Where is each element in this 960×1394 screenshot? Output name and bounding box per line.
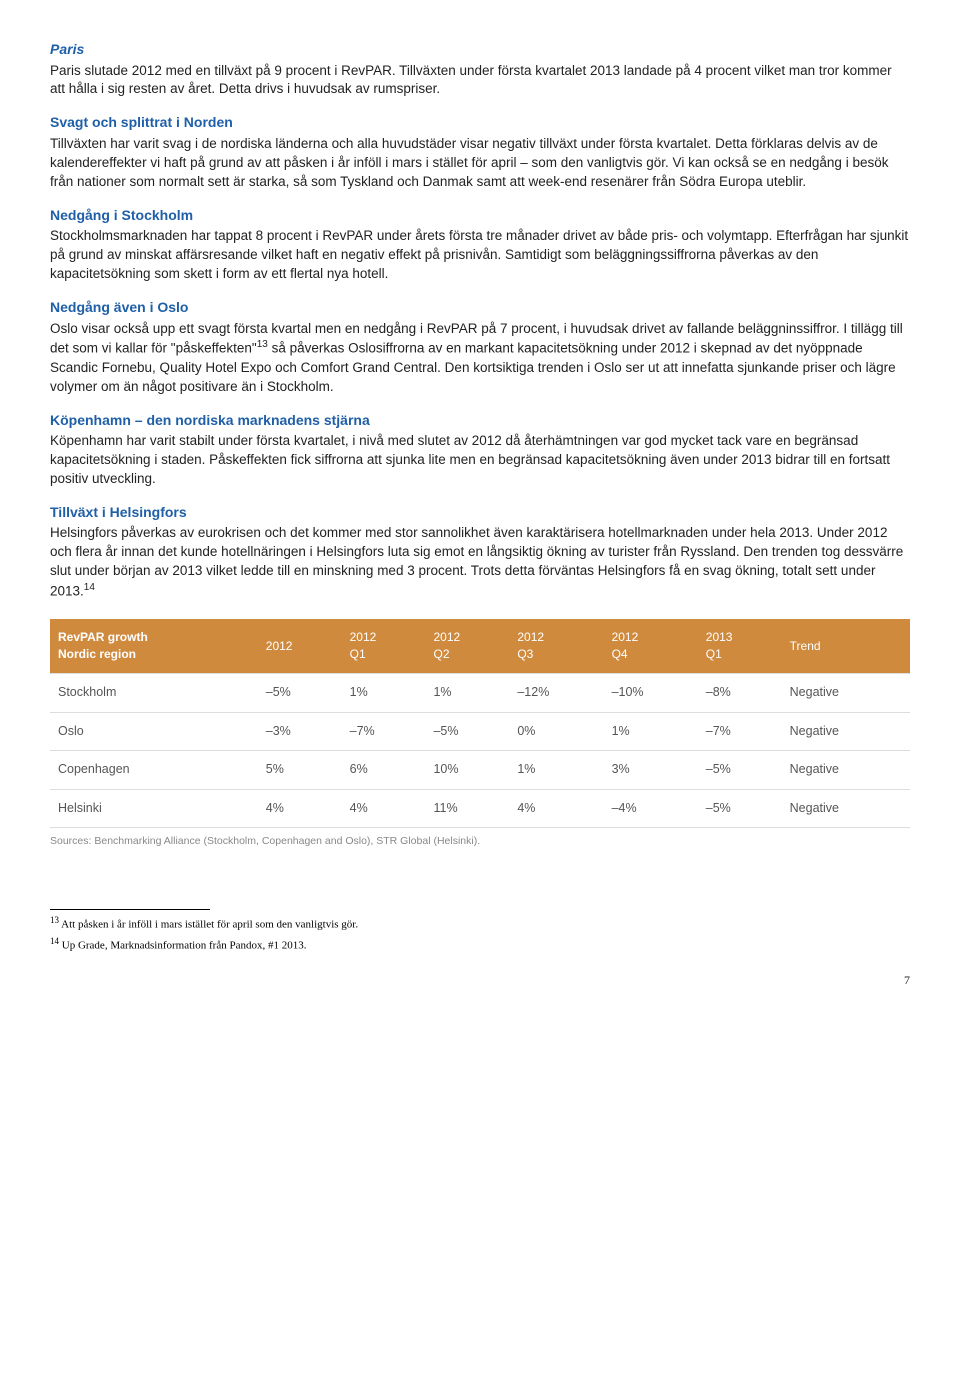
section-stockholm: Nedgång i StockholmStockholmsmarknaden h… bbox=[50, 206, 910, 284]
section-paragraph: Paris slutade 2012 med en tillväxt på 9 … bbox=[50, 62, 910, 100]
table-cell: Helsinki bbox=[50, 789, 258, 828]
table-cell: 4% bbox=[342, 789, 426, 828]
table-row: Copenhagen5%6%10%1%3%–5%Negative bbox=[50, 751, 910, 790]
table-col-header: 2012Q4 bbox=[604, 619, 698, 673]
table-cell: 6% bbox=[342, 751, 426, 790]
table-row: Helsinki4%4%11%4%–4%–5%Negative bbox=[50, 789, 910, 828]
table-cell: –3% bbox=[258, 712, 342, 751]
table-cell: 0% bbox=[509, 712, 603, 751]
table-cell: –10% bbox=[604, 674, 698, 713]
section-heading: Paris bbox=[50, 40, 910, 60]
table-body: Stockholm–5%1%1%–12%–10%–8%NegativeOslo–… bbox=[50, 674, 910, 828]
table-cell: 11% bbox=[425, 789, 509, 828]
section-heading: Köpenhamn – den nordiska marknadens stjä… bbox=[50, 411, 910, 431]
table-col-header: 2012Q3 bbox=[509, 619, 603, 673]
section-paragraph: Stockholmsmarknaden har tappat 8 procent… bbox=[50, 227, 910, 284]
section-heading: Nedgång i Stockholm bbox=[50, 206, 910, 226]
table-header-row: RevPAR growthNordic region20122012Q12012… bbox=[50, 619, 910, 673]
section-heading: Nedgång även i Oslo bbox=[50, 298, 910, 318]
table-cell: –5% bbox=[698, 751, 782, 790]
table-cell: 4% bbox=[258, 789, 342, 828]
section-oslo: Nedgång även i OsloOslo visar också upp … bbox=[50, 298, 910, 397]
section-paragraph: Oslo visar också upp ett svagt första kv… bbox=[50, 320, 910, 397]
table-cell: –5% bbox=[698, 789, 782, 828]
table-cell: Stockholm bbox=[50, 674, 258, 713]
table-cell: –5% bbox=[258, 674, 342, 713]
footnote: 13 Att påsken i år inföll i mars iställe… bbox=[50, 914, 910, 933]
section-norden: Svagt och splittrat i NordenTillväxten h… bbox=[50, 113, 910, 191]
section-heading: Svagt och splittrat i Norden bbox=[50, 113, 910, 133]
table-cell: 1% bbox=[342, 674, 426, 713]
section-helsingfors: Tillväxt i HelsingforsHelsingfors påverk… bbox=[50, 503, 910, 602]
table-col-header: 2012Q1 bbox=[342, 619, 426, 673]
table-cell: Oslo bbox=[50, 712, 258, 751]
table-cell: 3% bbox=[604, 751, 698, 790]
table-cell: 10% bbox=[425, 751, 509, 790]
section-paragraph: Helsingfors påverkas av eurokrisen och d… bbox=[50, 524, 910, 601]
section-paris: ParisParis slutade 2012 med en tillväxt … bbox=[50, 40, 910, 99]
table-col-header: 2012Q2 bbox=[425, 619, 509, 673]
revpar-table-wrap: RevPAR growthNordic region20122012Q12012… bbox=[50, 619, 910, 848]
table-cell: –4% bbox=[604, 789, 698, 828]
table-cell: –5% bbox=[425, 712, 509, 751]
table-row: Oslo–3%–7%–5%0%1%–7%Negative bbox=[50, 712, 910, 751]
table-col-header: 2012 bbox=[258, 619, 342, 673]
section-paragraph: Tillväxten har varit svag i de nordiska … bbox=[50, 135, 910, 192]
table-cell: 4% bbox=[509, 789, 603, 828]
footnote-separator bbox=[50, 909, 210, 910]
table-cell: Copenhagen bbox=[50, 751, 258, 790]
footnotes-block: 13 Att påsken i år inföll i mars iställe… bbox=[50, 914, 910, 954]
table-cell: –8% bbox=[698, 674, 782, 713]
table-cell: Negative bbox=[782, 789, 910, 828]
section-heading: Tillväxt i Helsingfors bbox=[50, 503, 910, 523]
table-col-header: RevPAR growthNordic region bbox=[50, 619, 258, 673]
table-cell: Negative bbox=[782, 751, 910, 790]
table-cell: –7% bbox=[342, 712, 426, 751]
table-cell: 5% bbox=[258, 751, 342, 790]
table-cell: 1% bbox=[509, 751, 603, 790]
table-cell: 1% bbox=[425, 674, 509, 713]
table-cell: Negative bbox=[782, 712, 910, 751]
page-number: 7 bbox=[50, 972, 910, 989]
table-cell: 1% bbox=[604, 712, 698, 751]
table-cell: –7% bbox=[698, 712, 782, 751]
section-paragraph: Köpenhamn har varit stabilt under första… bbox=[50, 432, 910, 489]
table-cell: Negative bbox=[782, 674, 910, 713]
table-source-note: Sources: Benchmarking Alliance (Stockhol… bbox=[50, 834, 910, 849]
footnote: 14 Up Grade, Marknadsinformation från Pa… bbox=[50, 935, 910, 954]
document-body: ParisParis slutade 2012 med en tillväxt … bbox=[50, 40, 910, 601]
table-row: Stockholm–5%1%1%–12%–10%–8%Negative bbox=[50, 674, 910, 713]
table-col-header: Trend bbox=[782, 619, 910, 673]
revpar-table: RevPAR growthNordic region20122012Q12012… bbox=[50, 619, 910, 828]
table-cell: –12% bbox=[509, 674, 603, 713]
section-kopenhamn: Köpenhamn – den nordiska marknadens stjä… bbox=[50, 411, 910, 489]
table-col-header: 2013Q1 bbox=[698, 619, 782, 673]
